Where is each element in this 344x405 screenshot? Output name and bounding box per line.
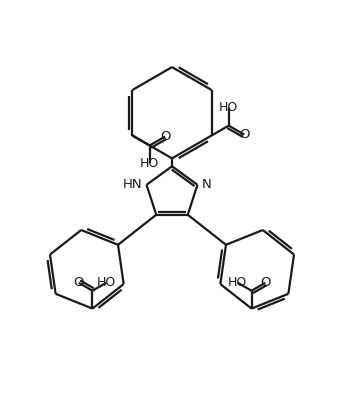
Text: HO: HO — [228, 276, 247, 289]
Text: HO: HO — [140, 157, 159, 170]
Text: HO: HO — [219, 101, 238, 114]
Text: O: O — [74, 276, 84, 289]
Text: O: O — [160, 130, 170, 143]
Text: HO: HO — [97, 276, 116, 289]
Text: HN: HN — [123, 178, 142, 191]
Text: N: N — [202, 178, 211, 191]
Text: O: O — [239, 128, 249, 141]
Text: O: O — [260, 276, 270, 289]
